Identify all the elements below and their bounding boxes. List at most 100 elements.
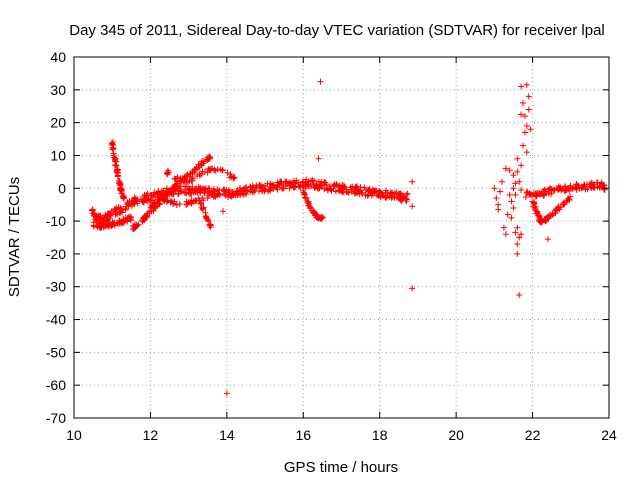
data-point	[175, 191, 182, 198]
x-tick-label: 22	[525, 427, 541, 443]
x-tick-label: 14	[219, 427, 235, 443]
data-point	[506, 167, 513, 174]
data-point	[395, 190, 402, 197]
data-point	[580, 183, 587, 190]
data-points	[89, 78, 608, 397]
data-point	[170, 184, 177, 191]
x-tick-label: 18	[372, 427, 388, 443]
x-axis-ticks: 10 12 14 16 18 20 22 24	[66, 57, 617, 443]
data-point	[556, 185, 563, 192]
data-point	[183, 201, 190, 208]
data-point	[305, 198, 312, 205]
data-point	[214, 166, 221, 173]
data-point	[538, 219, 545, 226]
data-point	[192, 197, 199, 204]
data-point	[351, 190, 358, 197]
data-point	[224, 169, 231, 176]
data-point	[182, 174, 189, 181]
data-point	[237, 187, 244, 194]
data-point	[114, 172, 121, 179]
data-point	[591, 184, 598, 191]
data-point	[196, 163, 203, 170]
data-point	[497, 188, 504, 195]
data-point	[113, 168, 120, 175]
data-point	[397, 196, 404, 203]
data-point	[186, 185, 193, 192]
data-point	[200, 197, 207, 204]
data-point	[401, 193, 408, 200]
data-point	[267, 187, 274, 194]
data-point	[282, 178, 289, 185]
data-point	[200, 158, 207, 165]
x-tick-label: 16	[295, 427, 311, 443]
data-point	[225, 194, 232, 201]
data-point	[144, 198, 151, 205]
data-point	[206, 221, 213, 228]
data-point	[247, 184, 254, 191]
data-point	[125, 203, 132, 210]
data-point	[226, 189, 233, 196]
data-point	[183, 179, 190, 186]
data-point	[196, 172, 203, 179]
data-point	[143, 192, 150, 199]
x-tick-label: 24	[601, 427, 617, 443]
data-point	[514, 224, 521, 231]
data-point	[373, 192, 380, 199]
chart-title: Day 345 of 2011, Sidereal Day-to-day VTE…	[69, 22, 605, 39]
data-point	[361, 184, 368, 191]
data-point	[502, 165, 509, 172]
data-point	[378, 192, 385, 199]
data-point	[286, 185, 293, 192]
data-point	[510, 185, 517, 192]
data-point	[502, 231, 509, 238]
data-point	[172, 181, 179, 188]
data-point	[544, 236, 551, 243]
data-point	[591, 184, 598, 191]
data-point	[192, 186, 199, 193]
data-point	[205, 217, 212, 224]
data-point	[409, 203, 416, 210]
data-point	[260, 184, 267, 191]
data-point	[533, 210, 540, 217]
data-point	[495, 206, 502, 213]
data-point	[204, 194, 211, 201]
data-point	[174, 174, 181, 181]
y-tick-label: -10	[46, 213, 66, 229]
data-point	[328, 187, 335, 194]
data-point	[105, 219, 112, 226]
data-point	[132, 224, 139, 231]
data-point	[525, 106, 532, 113]
data-point	[546, 185, 553, 192]
data-point	[261, 188, 268, 195]
data-point	[520, 99, 527, 106]
data-point	[133, 197, 140, 204]
y-tick-label: -30	[46, 279, 66, 295]
data-point	[294, 179, 301, 186]
data-point	[510, 204, 517, 211]
y-tick-label: 40	[50, 49, 66, 65]
data-point	[279, 185, 286, 192]
data-point	[527, 126, 534, 133]
plot-frame	[73, 56, 610, 419]
data-point	[500, 224, 507, 231]
data-point	[588, 179, 595, 186]
data-point	[210, 193, 217, 200]
data-point	[112, 206, 119, 213]
data-point	[120, 192, 127, 199]
data-point	[321, 185, 328, 192]
data-point	[382, 189, 389, 196]
data-point	[223, 390, 230, 397]
data-point	[315, 155, 322, 162]
data-point	[554, 204, 561, 211]
data-point	[521, 129, 528, 136]
data-point	[291, 184, 298, 191]
data-point	[514, 250, 521, 257]
data-point	[523, 122, 530, 129]
data-point	[135, 221, 142, 228]
data-point	[198, 201, 205, 208]
data-point	[518, 83, 525, 90]
data-point	[198, 171, 205, 178]
data-point	[312, 211, 319, 218]
data-point	[523, 81, 530, 88]
